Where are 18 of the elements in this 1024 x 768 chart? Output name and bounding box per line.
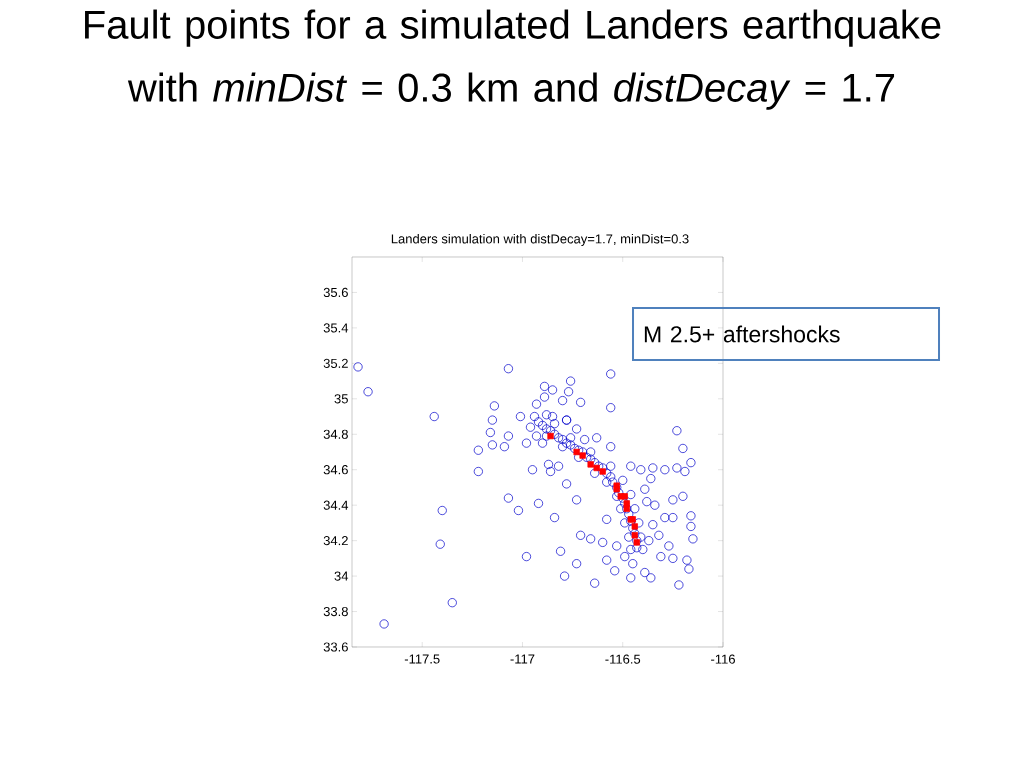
x-tick-label: -117.5 [404,654,440,664]
y-tick-label: 35 [334,394,348,404]
x-tick-label: -116 [711,654,735,664]
y-tick-label: 35.4 [323,323,349,333]
y-tick-label: 33.8 [323,606,348,617]
y-tick-label: 34 [334,571,349,581]
x-tick-label: -117 [510,654,535,664]
y-tick-label: 35.2 [323,358,348,368]
y-tick-label: 33.6 [323,642,348,652]
chart-title: Fault points for a simulated Landers earthquake with minDist = 0.3 km and distDecay = 1.7 [85,9,941,110]
y-tick-label: 35.6 [323,287,348,298]
y-tick-label: 34.4 [323,500,349,510]
y-tick-label: 34.6 [323,465,348,475]
annotation: M 2.5+ aftershocks [644,325,840,343]
y-tick-label: 34.2 [323,536,348,546]
y-tick-label: 34.8 [323,429,348,439]
chart-subtitle: Landers simulation with distDecay=1.7, minDist=0.3 [391,233,689,247]
x-tick-label: -116.5 [605,654,641,664]
